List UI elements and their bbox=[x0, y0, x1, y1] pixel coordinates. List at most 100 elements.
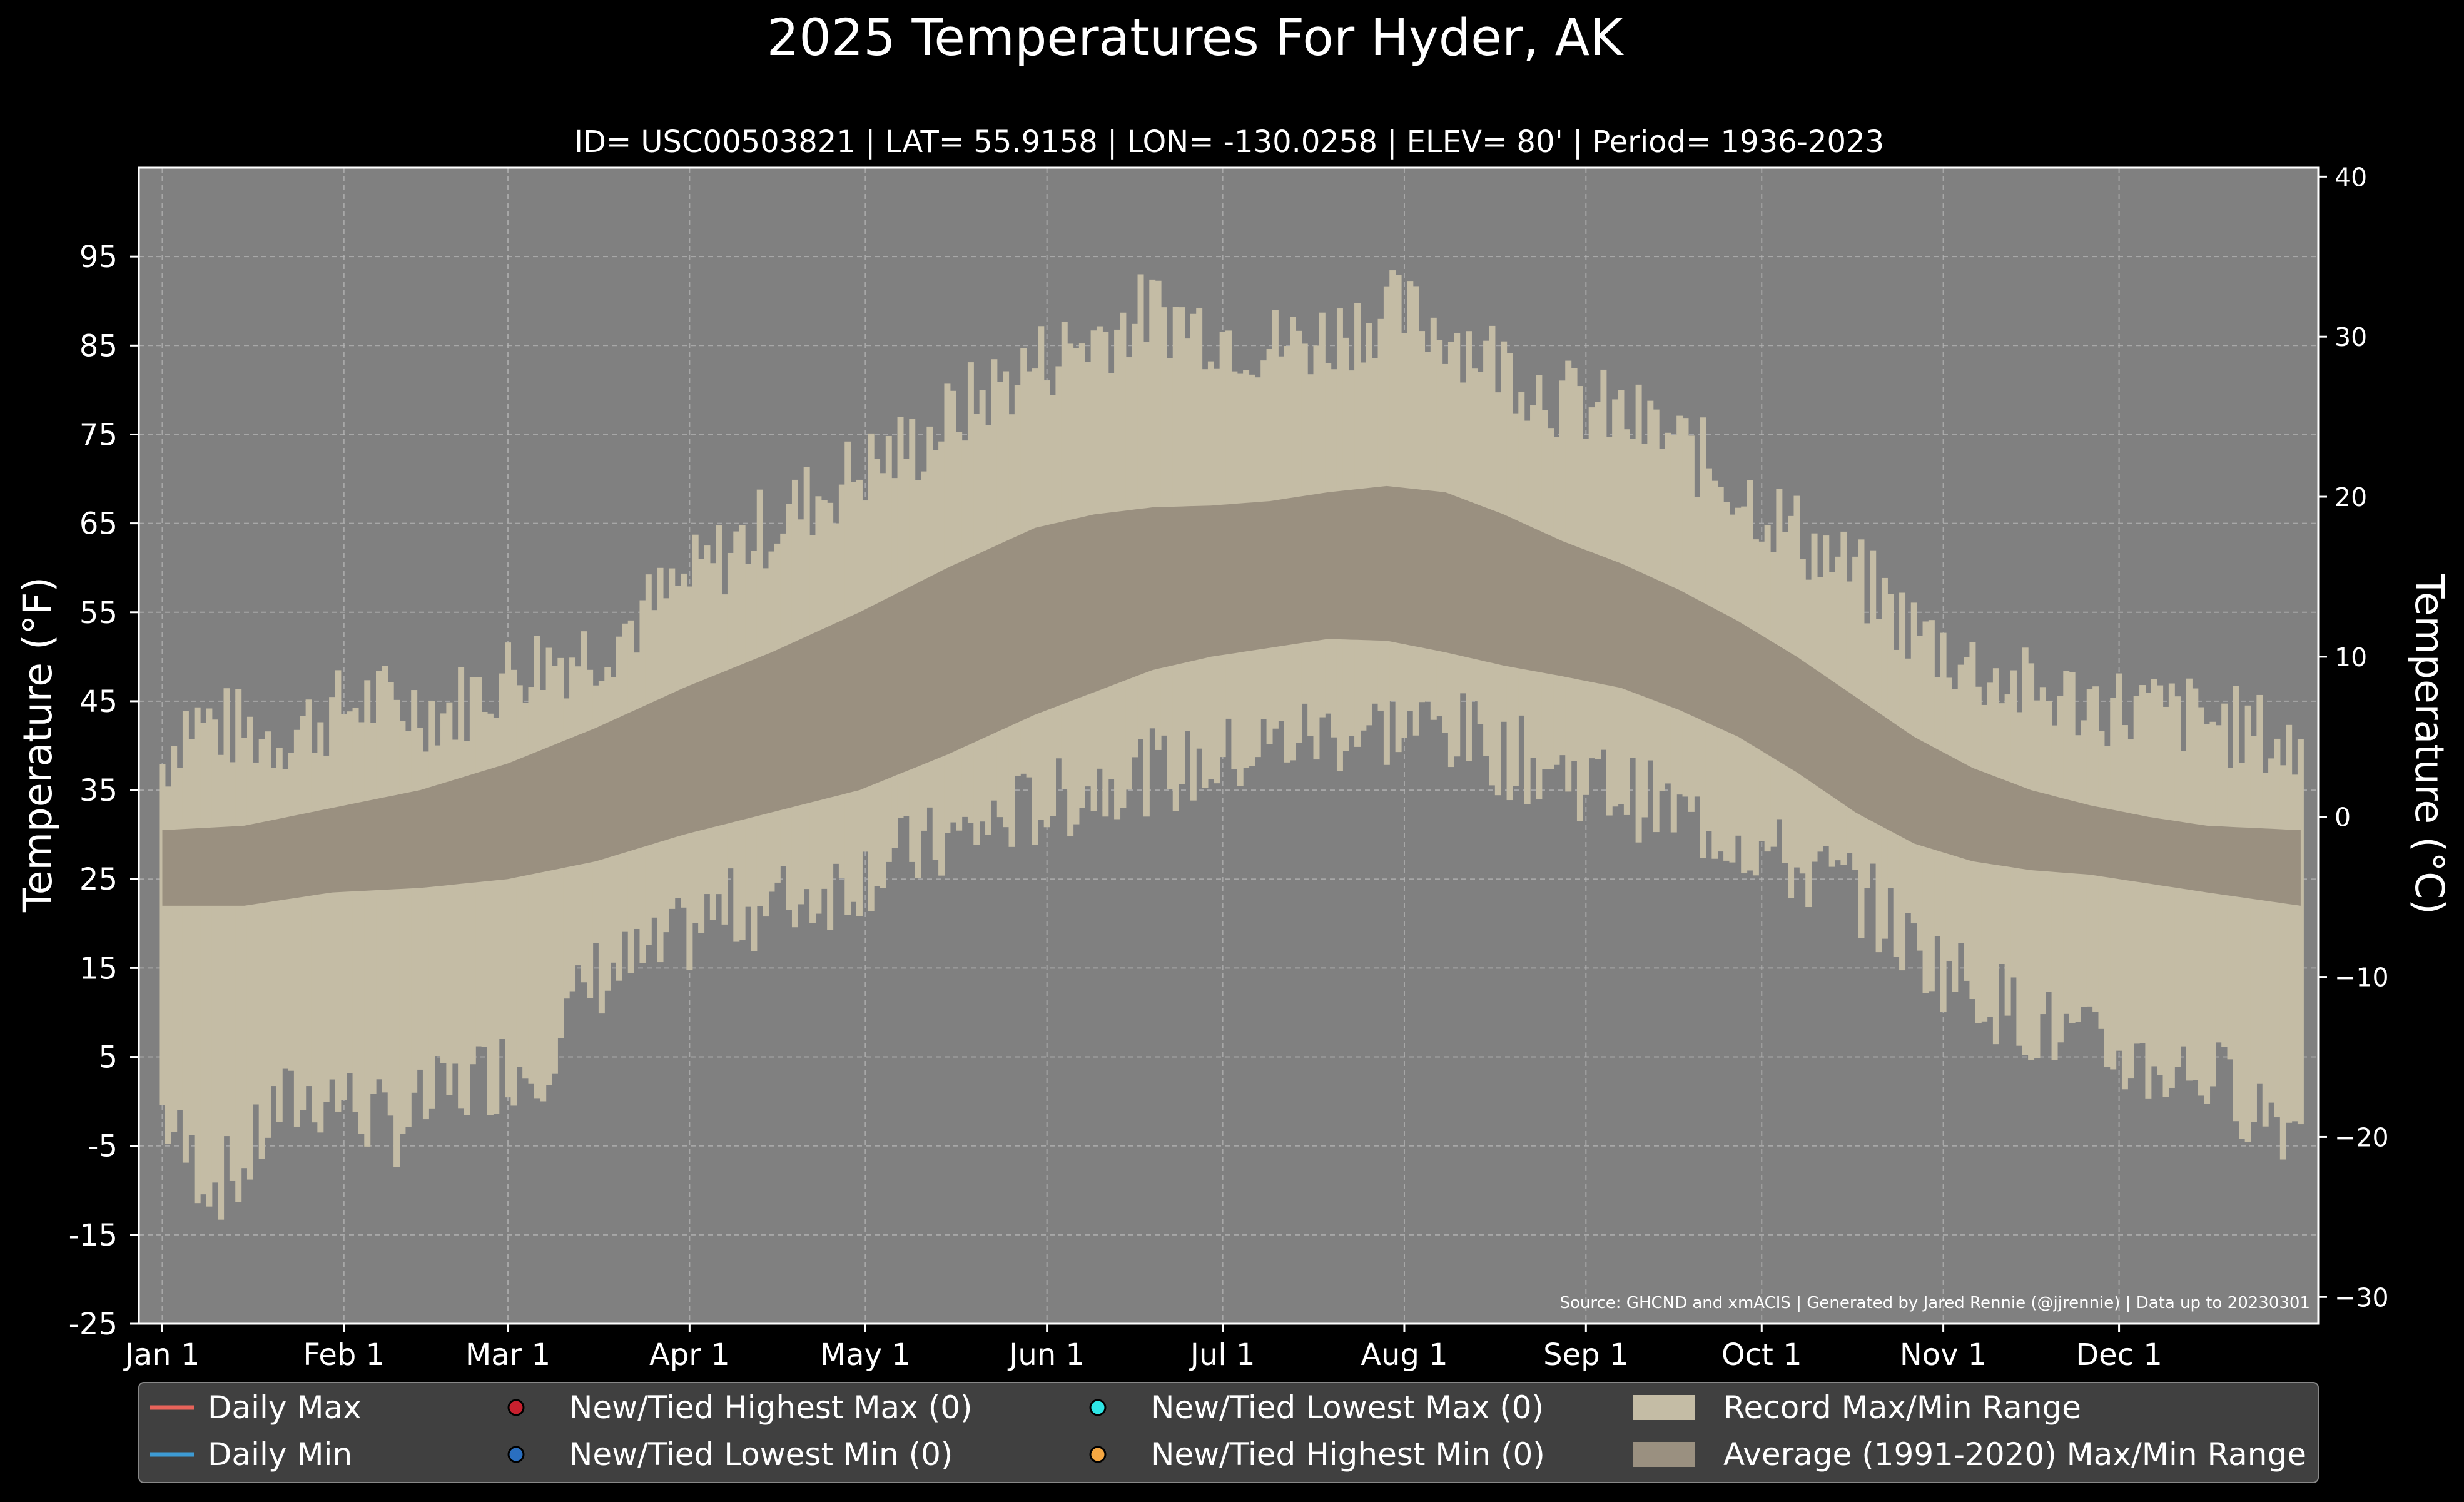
legend-label-average-1991-2020-max-min-range: Average (1991-2020) Max/Min Range bbox=[1723, 1436, 2306, 1473]
record-range-bar bbox=[165, 786, 171, 1144]
y-tick-label-right: −30 bbox=[2335, 1282, 2389, 1312]
record-range-bar bbox=[2075, 735, 2081, 1022]
y-tick-label-right: −20 bbox=[2335, 1122, 2389, 1152]
record-range-bar bbox=[510, 669, 517, 1106]
x-tick-label: Jun 1 bbox=[1007, 1337, 1085, 1373]
legend-label-record-max-min-range: Record Max/Min Range bbox=[1723, 1389, 2081, 1426]
record-range-bar bbox=[452, 739, 459, 1064]
record-range-bar bbox=[246, 716, 253, 1180]
record-range-bar bbox=[417, 728, 423, 1070]
record-range-bar bbox=[352, 708, 359, 1112]
record-range-bar bbox=[2110, 698, 2117, 1070]
record-range-bar bbox=[2198, 707, 2204, 1096]
legend-swatch-new-tied-lowest-min-0 bbox=[507, 1446, 525, 1463]
record-range-bar bbox=[428, 701, 435, 1109]
x-tick-label: Dec 1 bbox=[2076, 1337, 2162, 1373]
record-range-bar bbox=[200, 723, 207, 1195]
record-range-bar bbox=[300, 716, 307, 1110]
record-range-bar bbox=[2104, 746, 2111, 1068]
y-tick-label-left: 75 bbox=[79, 417, 118, 452]
record-range-bar bbox=[317, 722, 324, 1133]
record-range-bar bbox=[206, 708, 213, 1207]
record-range-bar bbox=[2162, 706, 2169, 1097]
average-range-area bbox=[162, 485, 2301, 906]
record-range-bar bbox=[422, 751, 429, 1120]
legend: Daily Max Daily Min New/Tied Highest Max (… bbox=[138, 1382, 2319, 1483]
y-tick-label-right: −10 bbox=[2335, 963, 2389, 993]
record-range-bar bbox=[265, 731, 271, 1138]
legend-label-new-tied-lowest-min-0: New/Tied Lowest Min (0) bbox=[569, 1436, 953, 1473]
y-tick-label-right: 0 bbox=[2335, 803, 2351, 833]
record-range-bar bbox=[2034, 700, 2041, 1058]
record-range-bar bbox=[229, 762, 236, 1181]
y-tick-label-left: -5 bbox=[88, 1129, 118, 1164]
source-note: Source: GHCND and xmACIS | Generated by … bbox=[1559, 1294, 2310, 1312]
record-range-bar bbox=[176, 768, 183, 1110]
record-range-bar bbox=[2204, 724, 2211, 1104]
record-range-bar bbox=[2180, 751, 2187, 1047]
record-range-bar bbox=[288, 753, 295, 1071]
record-range-bar bbox=[2244, 705, 2251, 1142]
x-tick-label: Oct 1 bbox=[1721, 1337, 1802, 1373]
record-range-bar bbox=[2098, 731, 2105, 1029]
y-tick-label-left: 5 bbox=[98, 1040, 118, 1075]
record-range-bar bbox=[1389, 270, 1396, 702]
y-tick-label-left: -15 bbox=[69, 1218, 118, 1253]
record-range-bar bbox=[2262, 773, 2269, 1127]
y-axis-right-label: Temperature (°C) bbox=[2406, 574, 2452, 915]
record-range-bar bbox=[282, 769, 289, 1069]
y-tick-label-left: -25 bbox=[69, 1307, 118, 1342]
record-range-bar bbox=[311, 752, 318, 1123]
legend-label-daily-min: Daily Min bbox=[208, 1436, 352, 1473]
record-range-bar bbox=[370, 723, 377, 1094]
record-range-bar bbox=[211, 719, 218, 1183]
y-tick-label-left: 55 bbox=[79, 596, 118, 631]
legend-label-new-tied-highest-min-0: New/Tied Highest Min (0) bbox=[1151, 1436, 1545, 1473]
x-tick-label: Feb 1 bbox=[303, 1337, 385, 1373]
y-tick-label-left: 25 bbox=[79, 862, 118, 897]
record-range-bar bbox=[258, 739, 265, 1159]
record-range-bar bbox=[440, 713, 447, 1063]
record-range-bar bbox=[458, 667, 465, 1109]
y-axis-left: 95 85 75 65 55 45 35 25 15 5 -5 -15 -25 bbox=[69, 240, 139, 1342]
record-range-bar bbox=[1137, 274, 1144, 739]
y-tick-label-right: 20 bbox=[2335, 482, 2367, 512]
y-tick-label-right: 10 bbox=[2335, 642, 2367, 672]
record-range-bar bbox=[446, 702, 453, 1095]
record-range-bar bbox=[2268, 758, 2275, 1103]
y-tick-label-right: 40 bbox=[2335, 162, 2367, 192]
record-range-bar bbox=[540, 689, 547, 1102]
y-tick-label-left: 35 bbox=[79, 773, 118, 808]
record-range-bar bbox=[387, 682, 394, 1116]
chart-title: 2025 Temperatures For Hyder, AK bbox=[767, 9, 1625, 68]
y-tick-label-left: 65 bbox=[79, 507, 118, 542]
legend-swatch-new-tied-lowest-max-0 bbox=[1089, 1399, 1107, 1416]
record-range-bar bbox=[2286, 724, 2293, 1123]
record-range-bar bbox=[235, 689, 242, 1202]
legend-swatch-average-1991-2020-max-min-range bbox=[1633, 1442, 1695, 1467]
plot-area: Source: GHCND and xmACIS | Generated by … bbox=[138, 166, 2320, 1325]
record-range-bar bbox=[276, 748, 283, 1122]
record-range-bar bbox=[358, 722, 365, 1134]
record-range-bar bbox=[2121, 725, 2128, 1090]
legend-label-new-tied-highest-max-0: New/Tied Highest Max (0) bbox=[569, 1389, 973, 1426]
record-range-bar bbox=[2051, 725, 2058, 1060]
record-range-bar bbox=[2016, 712, 2023, 1046]
record-range-bar bbox=[2145, 693, 2152, 1099]
x-tick-label: Mar 1 bbox=[465, 1337, 550, 1373]
legend-swatch-new-tied-highest-min-0 bbox=[1089, 1446, 1107, 1463]
x-tick-label: Jan 1 bbox=[123, 1337, 200, 1373]
record-range-bar bbox=[347, 711, 353, 1073]
record-range-bar bbox=[171, 746, 178, 1132]
x-tick-label: Sep 1 bbox=[1543, 1337, 1628, 1373]
y-tick-label-left: 85 bbox=[79, 328, 118, 363]
record-range-bar bbox=[2297, 739, 2304, 1125]
chart-subtitle: ID= USC00503821 | LAT= 55.9158 | LON= -1… bbox=[574, 124, 1884, 160]
record-range-bar bbox=[2239, 763, 2246, 1139]
record-range-bar bbox=[241, 738, 248, 1169]
record-range-bar bbox=[159, 764, 166, 1105]
y-tick-label-left: 95 bbox=[79, 240, 118, 275]
x-tick-label: Aug 1 bbox=[1361, 1337, 1448, 1373]
record-range-bar bbox=[487, 713, 494, 1115]
record-range-bar bbox=[2209, 721, 2216, 1087]
